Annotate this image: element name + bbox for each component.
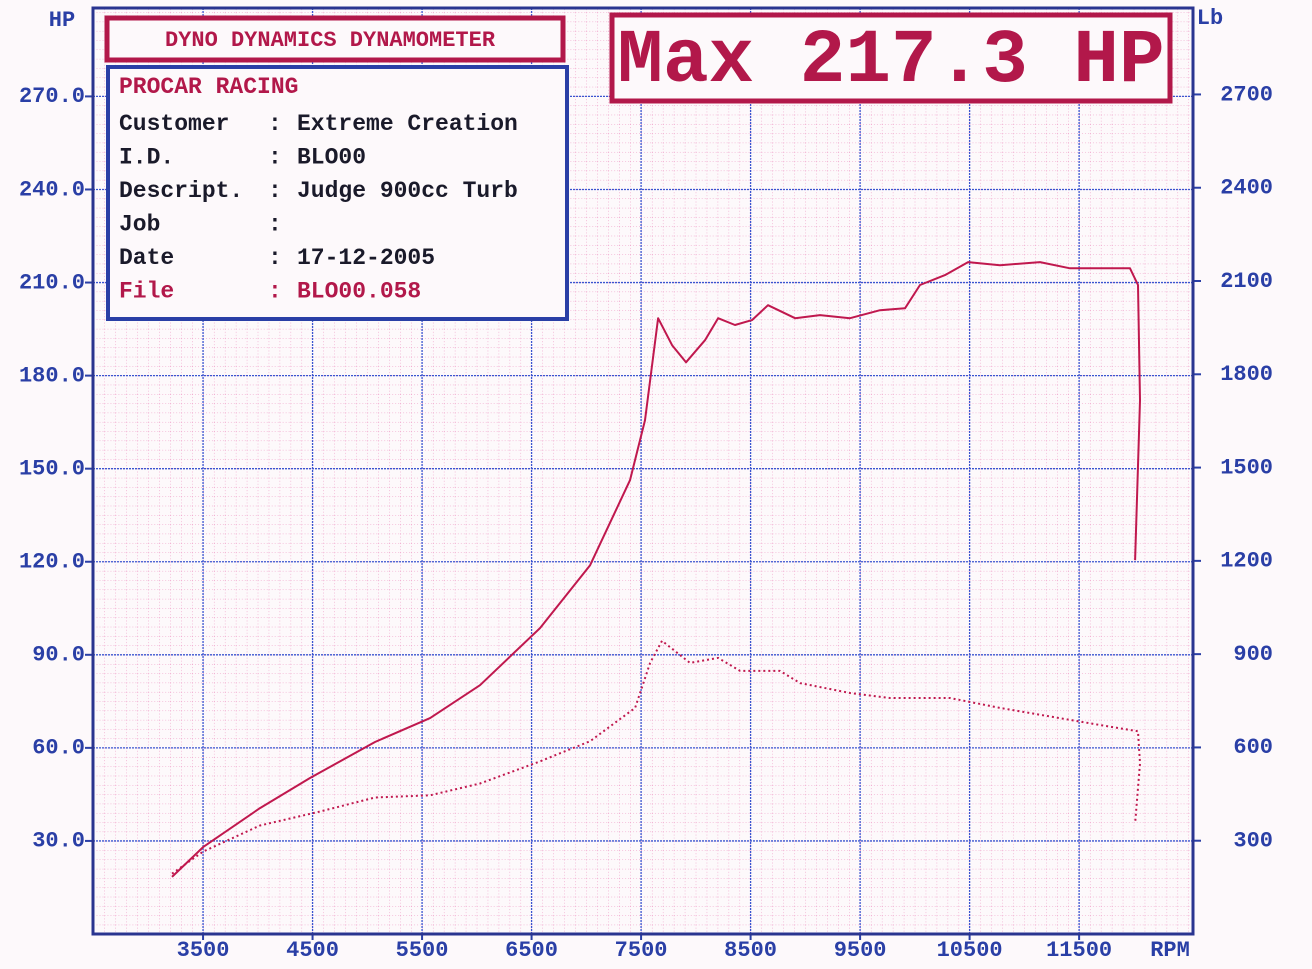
x-tick-label: 4500 bbox=[286, 938, 339, 963]
y-axis-label: HP bbox=[49, 8, 75, 33]
y2-tick-label: 1500 bbox=[1220, 455, 1273, 480]
info-value: Judge 900cc Turb bbox=[297, 178, 518, 204]
info-label: I.D. bbox=[119, 145, 174, 171]
y2-tick-label: 1200 bbox=[1220, 549, 1273, 574]
y-tick-label: 270.0 bbox=[19, 84, 85, 109]
series-line bbox=[171, 261, 1141, 878]
info-separator: : bbox=[268, 245, 282, 271]
y2-tick-label: 300 bbox=[1233, 829, 1273, 854]
info-value: BLO00.058 bbox=[297, 279, 421, 305]
y2-tick-label: 2400 bbox=[1220, 176, 1273, 201]
y2-tick-label: 900 bbox=[1233, 642, 1273, 667]
info-value: 17-12-2005 bbox=[297, 245, 435, 271]
info-title: PROCAR RACING bbox=[119, 74, 298, 100]
y-tick-label: 240.0 bbox=[19, 177, 85, 202]
max-box bbox=[609, 12, 1173, 104]
x-tick-label: 11500 bbox=[1046, 938, 1112, 963]
x-tick-label: 8500 bbox=[724, 938, 777, 963]
info-label: Customer bbox=[119, 111, 229, 137]
x-tick-label: 7500 bbox=[615, 938, 668, 963]
y-tick-label: 180.0 bbox=[19, 363, 85, 388]
y-tick-label: 30.0 bbox=[32, 829, 85, 854]
y2-axis-label: Lb bbox=[1197, 6, 1223, 31]
info-label: Job bbox=[119, 212, 160, 238]
x-tick-label: 9500 bbox=[834, 938, 887, 963]
plot-frame bbox=[91, 6, 1195, 936]
info-value: Extreme Creation bbox=[297, 111, 518, 137]
x-axis-label: RPM bbox=[1150, 938, 1190, 963]
info-separator: : bbox=[268, 212, 282, 238]
y-tick-label: 60.0 bbox=[32, 736, 85, 761]
x-tick-label: 3500 bbox=[177, 938, 230, 963]
x-tick-label: 10500 bbox=[937, 938, 1003, 963]
y2-tick-label: 2700 bbox=[1220, 82, 1273, 107]
header-box bbox=[104, 15, 566, 63]
y-tick-label: 120.0 bbox=[19, 550, 85, 575]
info-label: File bbox=[119, 279, 174, 305]
info-label: Descript. bbox=[119, 178, 243, 204]
header-box-inner bbox=[111, 22, 559, 56]
series-line bbox=[171, 639, 1141, 875]
y-tick-label: 150.0 bbox=[19, 456, 85, 481]
info-box bbox=[106, 65, 569, 321]
y-tick-label: 210.0 bbox=[19, 270, 85, 295]
y2-tick-label: 1800 bbox=[1220, 362, 1273, 387]
max-annotation: Max 217.3 HP bbox=[617, 18, 1164, 104]
info-separator: : bbox=[268, 279, 282, 305]
x-tick-label: 5500 bbox=[396, 938, 449, 963]
info-separator: : bbox=[268, 145, 282, 171]
x-tick-label: 6500 bbox=[505, 938, 558, 963]
info-separator: : bbox=[268, 111, 282, 137]
y2-tick-label: 600 bbox=[1233, 735, 1273, 760]
info-separator: : bbox=[268, 178, 282, 204]
info-value: BLO00 bbox=[297, 145, 366, 171]
info-label: Date bbox=[119, 245, 174, 271]
y-tick-label: 90.0 bbox=[32, 643, 85, 668]
y2-tick-label: 2100 bbox=[1220, 269, 1273, 294]
header-title: DYNO DYNAMICS DYNAMOMETER bbox=[165, 28, 496, 53]
